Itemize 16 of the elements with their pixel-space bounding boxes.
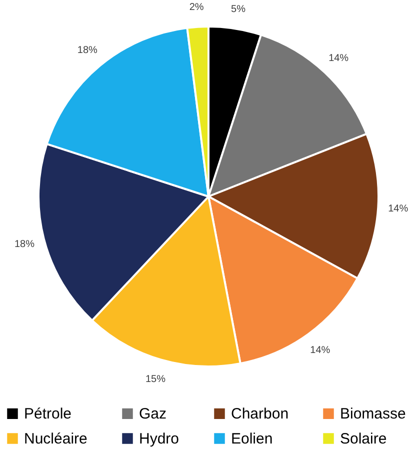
legend-label: Solaire (340, 430, 387, 448)
legend-label: Charbon (231, 406, 289, 423)
legend-label: Eolien (231, 430, 273, 448)
legend-label: Gaz (139, 406, 167, 423)
data-label: 5% (230, 4, 246, 15)
legend-label: Hydro (139, 430, 180, 448)
legend-label: Pétrole (24, 406, 72, 423)
data-label: 2% (189, 2, 204, 13)
legend-label: Biomasse (340, 406, 406, 423)
legend-label: Nucléaire (24, 430, 88, 448)
data-label: 15% (145, 374, 166, 385)
data-label: 18% (14, 238, 35, 250)
data-label: 14% (310, 345, 330, 356)
data-label: 14% (328, 52, 349, 64)
data-label: 18% (77, 45, 98, 56)
data-label: 14% (388, 203, 408, 214)
